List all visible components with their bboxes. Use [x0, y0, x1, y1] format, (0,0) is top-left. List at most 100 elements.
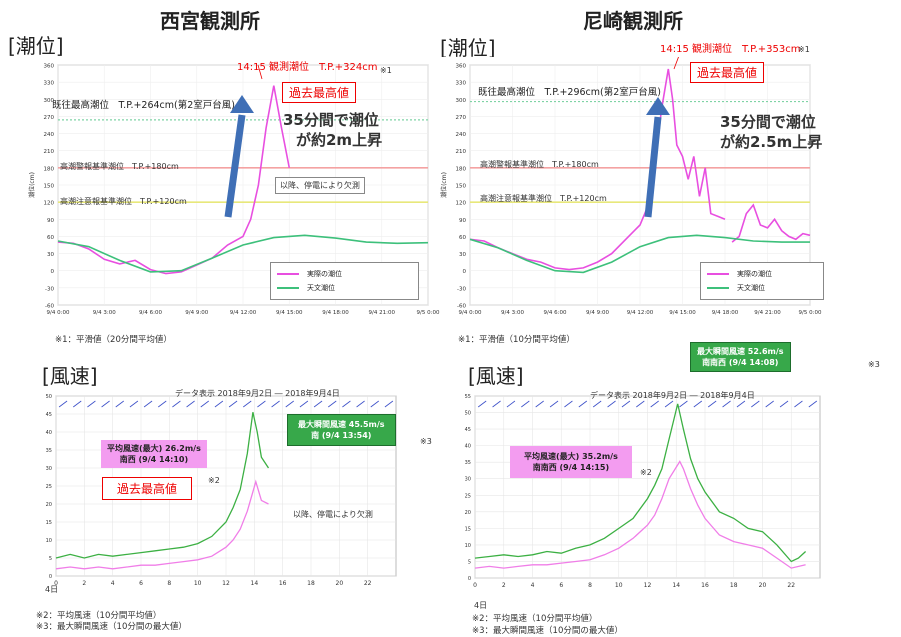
x-tick-label: 16: [279, 580, 287, 587]
wind-direction-arrow: [477, 400, 487, 408]
wind-direction-arrow: [736, 400, 746, 408]
y-tick-label: 240: [44, 132, 55, 138]
y-axis-label: 潮位(cm): [440, 172, 448, 198]
wind-direction-arrow: [328, 400, 337, 408]
wind-left-data-header: データ表示 2018年9月2日 ― 2018年9月4日: [175, 389, 340, 398]
x-tick-label: 10: [615, 582, 623, 589]
y-tick-label: 55: [465, 394, 471, 400]
wind-direction-arrow: [607, 400, 616, 408]
y-tick-label: 35: [46, 448, 52, 454]
wind-direction-arrow: [564, 400, 573, 408]
wind-left-day-label: 4日: [45, 585, 59, 594]
station-title-amagasaki: 尼崎観測所: [583, 9, 683, 33]
series-line: [731, 203, 811, 243]
wind-right-footnote1: ※2：平均風速（10分間平均値）: [472, 614, 598, 624]
wind-direction-arrow: [214, 400, 224, 408]
wind-left-footnote2: ※3：最大瞬間風速（10分間の最大値）: [36, 622, 187, 632]
wind-direction-arrow: [299, 400, 309, 408]
y-tick-label: 10: [465, 543, 471, 549]
wind-left-gust-line1: 最大瞬間風速 45.5m/s: [298, 420, 385, 429]
wind-direction-arrow: [200, 400, 209, 408]
wind-left-avg-line2: 南西 (9/4 14:10): [119, 455, 189, 464]
tide-left-caution-label: 高潮注意報基準潮位 T.P.+120cm: [60, 197, 187, 206]
wind-direction-arrow: [243, 400, 252, 408]
wind-direction-arrow: [271, 400, 280, 408]
wind-direction-arrow: [87, 400, 96, 408]
wind-direction-arrow: [186, 400, 195, 408]
x-tick-label: 9/5 0:00: [799, 310, 822, 316]
x-tick-label: 14: [672, 582, 680, 589]
y-tick-label: 0: [49, 574, 52, 580]
y-tick-label: 210: [44, 149, 55, 155]
wind-direction-arrow: [370, 400, 379, 408]
wind-direction-arrow: [751, 400, 760, 408]
y-tick-label: 15: [465, 526, 471, 532]
tide-right-note-mark: ※1: [798, 45, 810, 54]
wind-direction-arrow: [578, 400, 588, 408]
wind-right-gust-line1: 最大瞬間風速 52.6m/s: [697, 347, 784, 356]
x-tick-label: 6: [139, 580, 143, 587]
x-tick-label: 18: [730, 582, 738, 589]
x-tick-label: 22: [364, 580, 372, 587]
y-tick-label: 330: [456, 81, 467, 87]
wind-direction-arrow: [356, 400, 365, 408]
y-tick-label: 60: [47, 235, 54, 241]
wind-direction-arrow: [592, 400, 602, 408]
y-tick-label: -30: [457, 286, 466, 292]
series-line: [469, 234, 810, 274]
wind-left-footnote1: ※2：平均風速（10分間平均値）: [36, 611, 162, 621]
tide-left-rise-line1: 35分間で潮位: [283, 111, 379, 129]
wind-right-day-label: 4日: [474, 601, 488, 610]
rise-arrow: [224, 114, 246, 218]
station-title-nishinomiya: 西宮観測所: [160, 9, 260, 33]
wind-right-gust-line2: 南南西 (9/4 14:08): [702, 358, 779, 367]
wind-direction-arrow: [521, 400, 530, 408]
x-tick-label: 9/4 12:00: [627, 310, 654, 316]
tide-left-legend: 実際の潮位 天文潮位: [270, 262, 419, 300]
wind-direction-arrow: [650, 400, 659, 408]
wind-left-gust-mark: ※3: [420, 437, 432, 446]
tide-right-rise-line2: が約2.5m上昇: [720, 133, 823, 151]
x-tick-label: 9/4 0:00: [459, 310, 482, 316]
y-tick-label: 15: [46, 520, 52, 526]
y-tick-label: 20: [46, 502, 52, 508]
x-tick-label: 9/4 3:00: [93, 310, 116, 316]
wind-direction-arrow: [313, 400, 323, 408]
wind-left-avg-box: 平均風速(最大) 26.2m/s 南西 (9/4 14:10): [101, 440, 207, 468]
wind-left-outage-note: 以降、停電により欠測: [293, 510, 373, 519]
x-tick-label: 2: [502, 582, 506, 589]
tide-right-legend: 実際の潮位 天文潮位: [700, 262, 824, 300]
y-tick-label: 30: [46, 466, 52, 472]
y-tick-label: 0: [51, 269, 55, 275]
wind-direction-arrow: [794, 400, 803, 408]
tide-right-footnote: ※1：平滑値（10分間平均値）: [458, 335, 575, 345]
wind-direction-arrow: [765, 400, 774, 408]
x-tick-label: 9/4 21:00: [369, 310, 396, 316]
peak-arrow: [673, 57, 679, 70]
wind-right-avg-line2: 南南西 (9/4 14:15): [532, 463, 610, 472]
wind-direction-arrow: [707, 400, 717, 408]
wind-direction-arrow: [342, 400, 351, 408]
section-label-tide-left: [潮位]: [8, 34, 64, 58]
wind-direction-arrow: [172, 400, 181, 408]
tide-right-record-box: 過去最高値: [690, 62, 765, 83]
wind-left-avg-mark: ※2: [208, 476, 220, 485]
y-tick-label: 360: [44, 64, 55, 70]
tide-right-peak-label: 14:15 観測潮位 T.P.+353cm: [660, 44, 801, 55]
y-tick-label: 40: [465, 444, 471, 450]
legend-actual: 実際の潮位: [307, 270, 342, 278]
wind-right-avg-box: 平均風速(最大) 35.2m/s 南南西 (9/4 14:15): [510, 446, 632, 478]
y-tick-label: 35: [465, 460, 471, 466]
tide-left-rise-line2: が約2m上昇: [296, 131, 383, 149]
section-label-tide-right: [潮位]: [440, 36, 496, 60]
wind-right-avg-mark: ※2: [640, 468, 652, 477]
x-tick-label: 9/4 12:00: [230, 310, 257, 316]
y-tick-label: 210: [456, 149, 467, 155]
legend-astro: 天文潮位: [307, 284, 335, 292]
wind-left-gust-line2: 南 (9/4 13:54): [311, 431, 372, 440]
wind-right-gust-box: 最大瞬間風速 52.6m/s 南南西 (9/4 14:08): [690, 342, 791, 372]
x-tick-label: 9/5 0:00: [417, 310, 440, 316]
y-tick-label: 240: [456, 132, 467, 138]
wind-direction-arrow: [549, 400, 559, 408]
wind-direction-arrow: [129, 400, 139, 408]
